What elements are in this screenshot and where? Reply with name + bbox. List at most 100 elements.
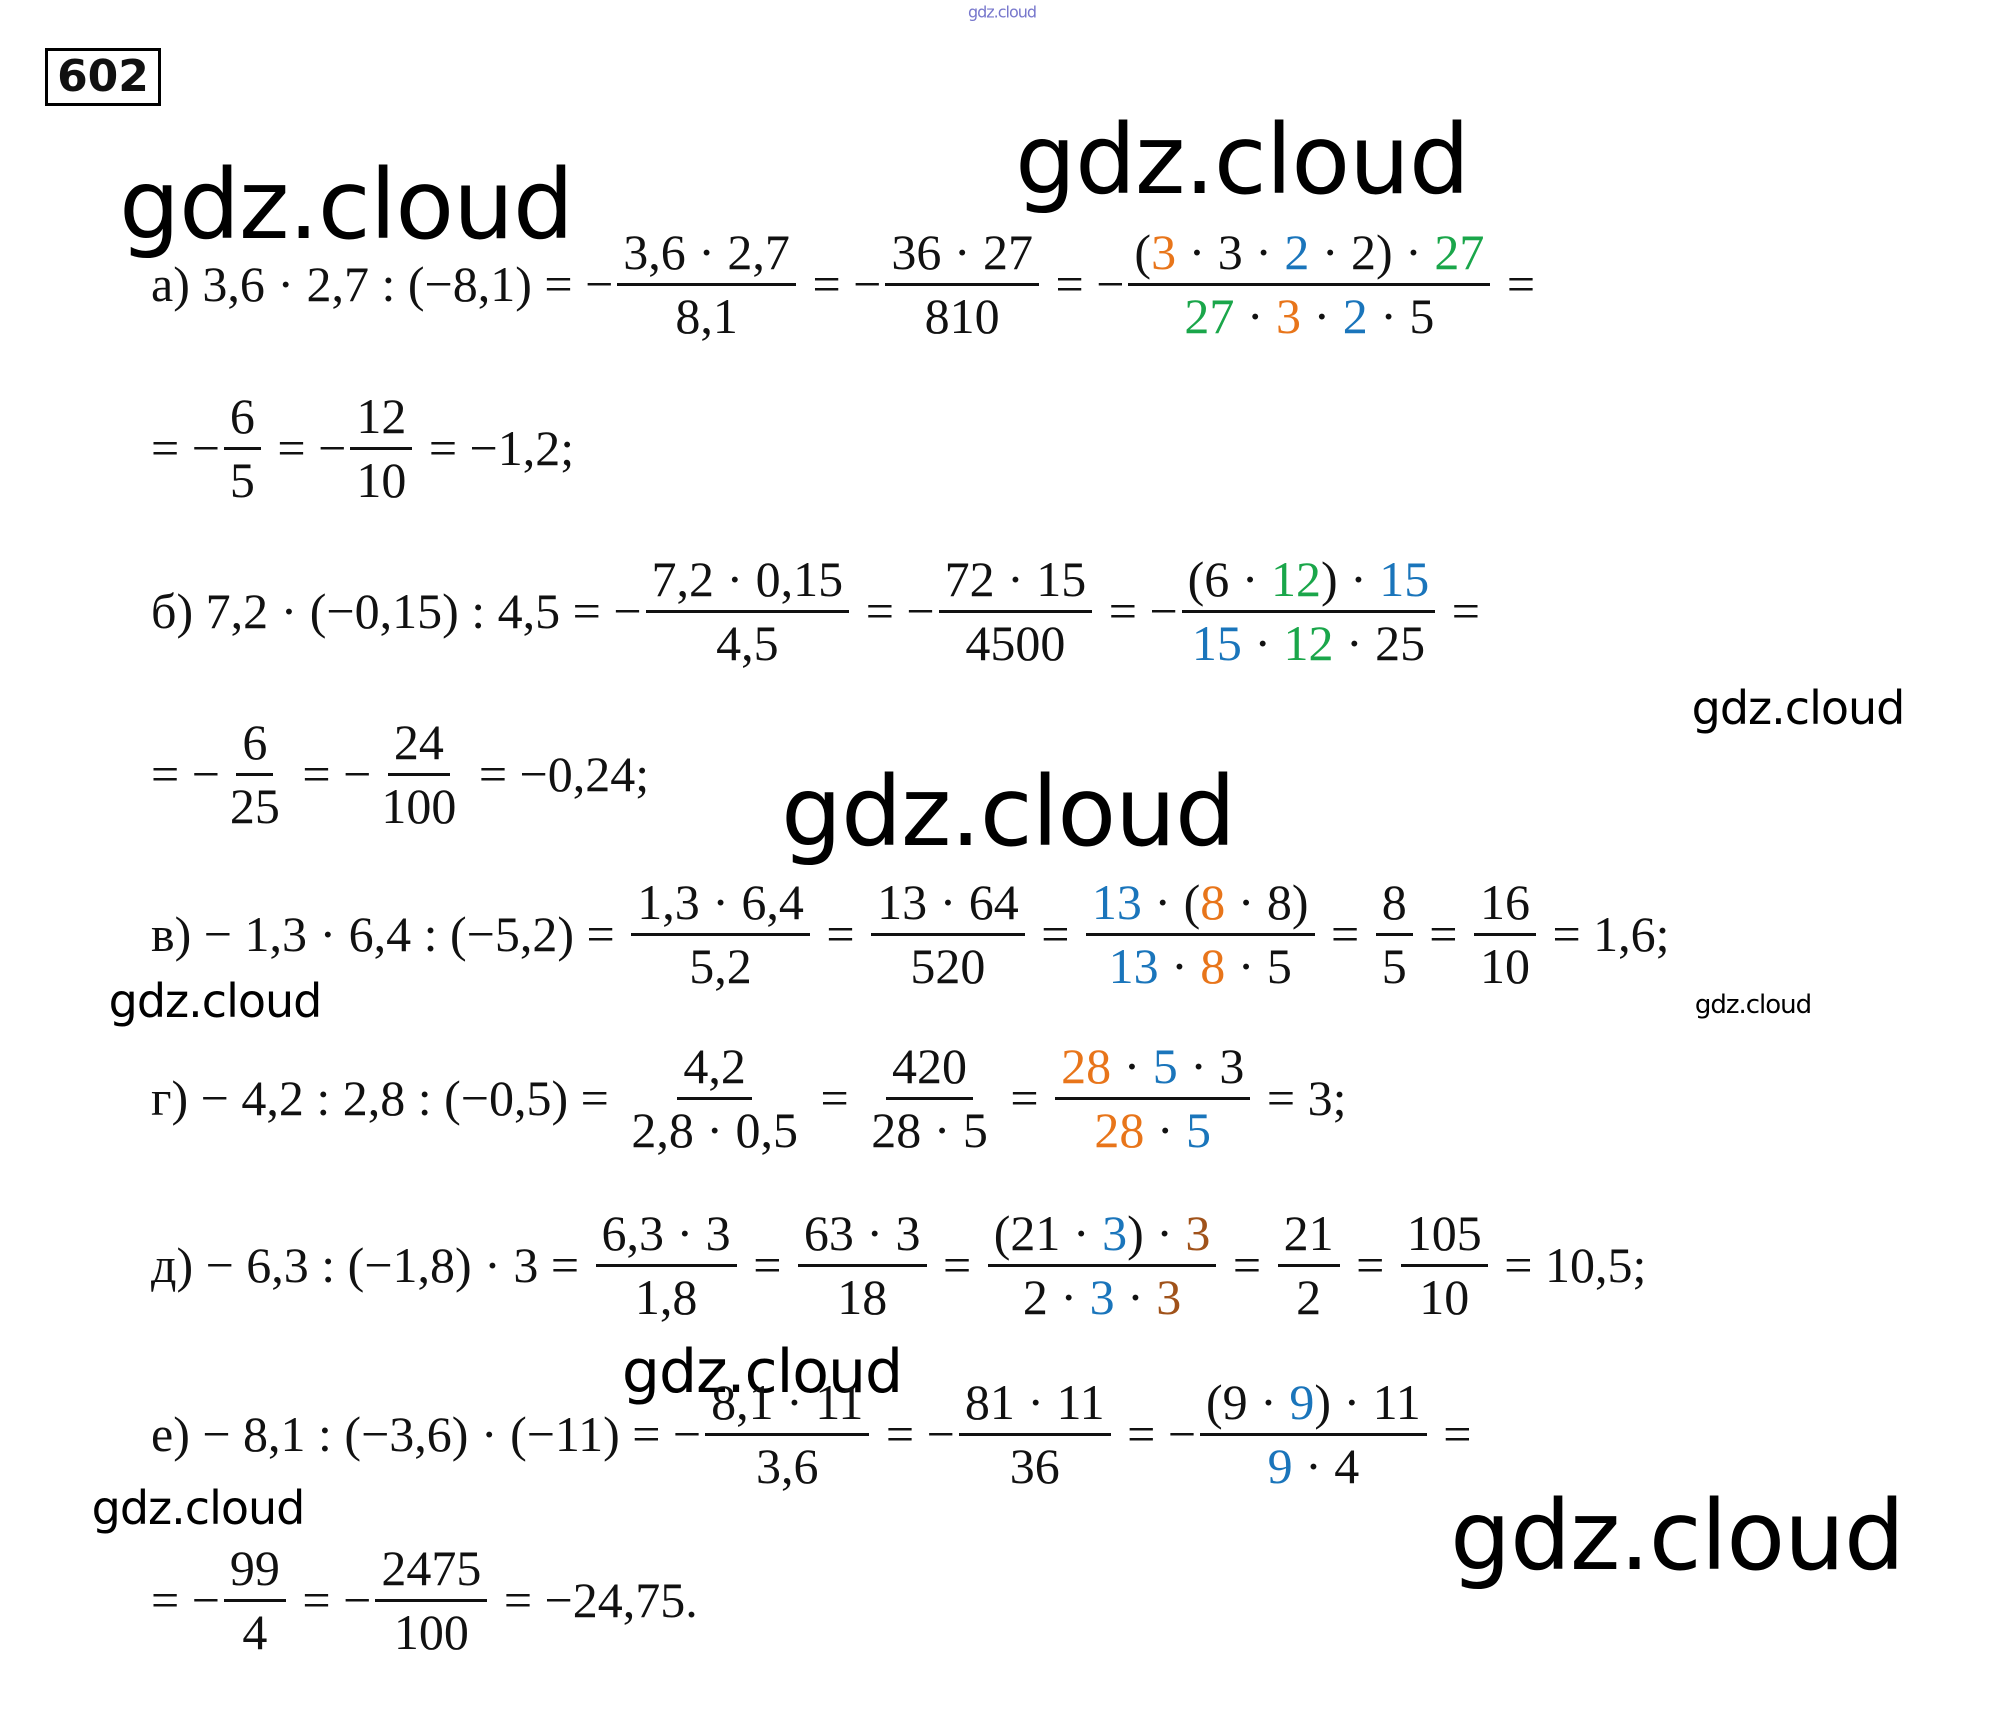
math-text: 12: [356, 388, 407, 444]
math-text: = −: [151, 420, 220, 476]
math-text: = 1,6;: [1539, 906, 1670, 962]
math-text: 3,6 · 2,7: [623, 224, 790, 280]
math-text: (6 ·: [1187, 551, 1271, 607]
math-text: = −: [1114, 1406, 1197, 1462]
math-text: =: [1343, 1237, 1397, 1293]
math-text: 8: [1381, 874, 1407, 930]
denominator: 100: [388, 1602, 475, 1659]
math-text: 81 · 11: [964, 1374, 1105, 1430]
fraction: 81 · 11 36: [958, 1374, 1111, 1493]
denominator: 1,8: [629, 1267, 704, 1324]
math-text: 5,2: [689, 937, 752, 994]
numerator: 12: [350, 388, 413, 450]
math-text: б) 7,2 · (−0,15) : 4,5 = −: [151, 583, 642, 639]
math-text: 8: [1200, 937, 1226, 994]
math-text: · 3 ·: [1176, 224, 1285, 280]
numerator: 4,2: [677, 1040, 752, 1100]
math-text: ·: [1241, 614, 1284, 671]
math-text: 3: [1156, 1268, 1182, 1325]
math-text: · 5: [1367, 287, 1435, 344]
numerator: (3 · 3 · 2 · 2) · 27: [1128, 224, 1491, 286]
fraction: 99 4: [223, 1542, 286, 1660]
fraction: 12 10: [350, 388, 413, 506]
math-text: = −1,2;: [416, 420, 575, 476]
math-text: 27: [1434, 224, 1485, 280]
numerator: 72 · 15: [938, 553, 1093, 613]
watermark: gdz.cloud: [967, 2, 1037, 22]
math-text: 12: [1283, 614, 1334, 671]
numerator: 36 · 27: [885, 226, 1039, 286]
fraction: 7,2 · 0,15 4,5: [645, 553, 850, 670]
numerator: 1,3 · 6,4: [631, 876, 810, 936]
fraction: 105 10: [1400, 1207, 1488, 1323]
fraction: 13 · 64 520: [871, 876, 1025, 992]
math-text: = −: [289, 1572, 372, 1628]
denominator: 4500: [959, 613, 1071, 670]
numerator: 105: [1400, 1207, 1488, 1267]
math-text: 36: [1009, 1437, 1060, 1494]
math-text: 1,8: [634, 1268, 698, 1325]
math-text: = −24,75.: [491, 1572, 698, 1628]
watermark: gdz.cloud: [1015, 104, 1470, 216]
numerator: 16: [1473, 876, 1536, 936]
math-text: = −: [151, 1572, 220, 1628]
fraction: (3 · 3 · 2 · 2) · 27 27 · 3 · 2 · 5: [1128, 224, 1491, 344]
math-text: 3: [1089, 1268, 1115, 1325]
numerator: 8,1 · 11: [705, 1376, 870, 1436]
math-text: ·: [1234, 287, 1277, 344]
math-text: =: [1439, 583, 1480, 639]
numerator: 6,3 · 3: [595, 1207, 737, 1267]
math-text: 28: [1094, 1101, 1145, 1158]
math-text: 27: [1184, 287, 1235, 344]
math-text: 25: [229, 777, 280, 834]
numerator: (21 · 3) · 3: [987, 1205, 1217, 1267]
fraction: 6 25: [224, 716, 286, 832]
watermark: gdz.cloud: [108, 974, 323, 1028]
math-text: 3: [1185, 1205, 1211, 1261]
math-text: г) − 4,2 : 2,8 : (−0,5) =: [151, 1070, 622, 1126]
math-text: =: [1220, 1237, 1274, 1293]
math-text: ) ·: [1320, 551, 1380, 607]
math-text: 13 · 64: [877, 874, 1019, 930]
math-text: (21 ·: [993, 1205, 1103, 1261]
watermark: gdz.cloud: [1694, 990, 1812, 1020]
math-line: е) − 8,1 : (−3,6) · (−11) = −8,1 · 11 3,6…: [151, 1376, 1472, 1492]
fraction: 16 10: [1473, 876, 1536, 993]
fraction: (9 · 9) · 11 9 · 4: [1200, 1376, 1427, 1492]
math-text: 21: [1283, 1205, 1334, 1261]
denominator: 10: [1474, 936, 1536, 993]
numerator: 6: [236, 716, 274, 776]
math-text: 420: [892, 1038, 968, 1094]
math-text: 100: [393, 1603, 469, 1660]
denominator: 28 · 5: [1088, 1100, 1217, 1157]
math-text: 4: [242, 1603, 268, 1660]
math-text: 4,5: [716, 614, 779, 671]
fraction: 3,6 · 2,7 8,1: [617, 226, 796, 342]
denominator: 4,5: [710, 613, 785, 670]
denominator: 15 · 12 · 25: [1186, 613, 1431, 670]
watermark: gdz.cloud: [91, 1481, 306, 1535]
denominator: 9 · 4: [1262, 1436, 1366, 1493]
math-text: 28: [1061, 1038, 1112, 1094]
math-text: 810: [924, 287, 1000, 344]
math-text: 2: [1296, 1268, 1322, 1325]
numerator: 13 · 64: [871, 876, 1025, 936]
denominator: 8,1: [669, 286, 744, 343]
math-text: = −0,24;: [466, 746, 650, 802]
math-text: · 5: [1225, 937, 1292, 994]
math-text: 12: [1270, 551, 1321, 607]
math-text: ·: [1158, 937, 1201, 994]
math-text: = 3;: [1254, 1070, 1347, 1126]
math-text: 9: [1289, 1374, 1315, 1430]
math-text: · 2) ·: [1309, 224, 1435, 280]
fraction: 4,2 2,8 · 0,5: [625, 1040, 804, 1156]
math-text: 4500: [965, 614, 1066, 671]
numerator: 99: [223, 1542, 286, 1602]
math-text: = −: [853, 583, 935, 639]
denominator: 2: [1290, 1267, 1327, 1324]
denominator: 520: [904, 936, 991, 993]
math-text: = −: [1043, 256, 1125, 312]
denominator: 36: [1004, 1436, 1066, 1493]
